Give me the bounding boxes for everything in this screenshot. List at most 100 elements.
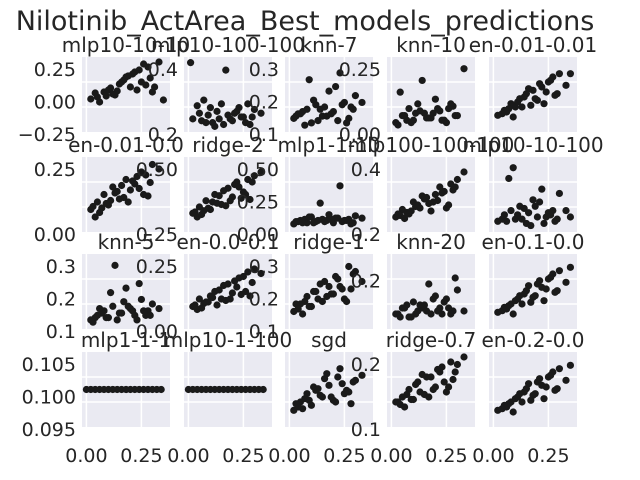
data-point	[562, 81, 570, 89]
figure-title: Nilotinib_ActArea_Best_models_prediction…	[16, 6, 595, 37]
data-point	[118, 309, 126, 317]
subplot-grid: 0.250.00−0.25mlp10-10-100.40.2mlp10-100-…	[18, 33, 604, 441]
data-point	[129, 177, 137, 185]
data-point	[235, 183, 243, 191]
data-point	[349, 378, 357, 386]
data-point	[155, 165, 163, 173]
data-point	[111, 261, 119, 269]
data-point	[460, 307, 468, 315]
subplot-title: mlp10-100-100	[151, 33, 305, 57]
data-point	[248, 113, 256, 121]
data-point	[135, 279, 143, 288]
data-point	[358, 214, 366, 222]
data-point	[135, 184, 143, 193]
y-tick-label: 0.25	[237, 192, 279, 214]
data-point	[514, 393, 522, 401]
data-point	[217, 100, 225, 108]
data-point	[447, 310, 455, 318]
data-point	[146, 311, 154, 319]
data-point	[146, 74, 154, 82]
data-point	[215, 192, 223, 200]
y-tick-label: 0.00	[136, 321, 178, 343]
subplot-4: 0.25 0.00 knn-10	[339, 33, 475, 146]
data-point	[93, 198, 101, 206]
data-point	[310, 96, 318, 104]
y-tick-label: 0.2	[46, 289, 76, 311]
data-point	[566, 70, 575, 78]
data-point	[509, 164, 517, 172]
data-point	[321, 218, 329, 226]
data-point	[111, 91, 119, 99]
data-point	[321, 103, 329, 111]
data-point	[407, 313, 415, 321]
data-point	[427, 207, 435, 215]
data-point	[451, 274, 459, 282]
data-point	[555, 267, 564, 275]
data-point	[259, 385, 267, 394]
data-point	[401, 304, 409, 312]
data-point	[250, 172, 258, 180]
data-point	[555, 189, 564, 198]
subplot-title: knn-20	[396, 230, 466, 254]
data-point	[445, 304, 453, 312]
data-point	[525, 209, 533, 217]
data-point	[124, 72, 132, 80]
data-point	[453, 286, 461, 294]
data-point	[299, 107, 307, 116]
data-point	[202, 197, 210, 205]
data-point	[226, 197, 234, 205]
data-point	[405, 104, 413, 113]
data-point	[540, 395, 548, 403]
y-tick-label: 0.25	[34, 159, 76, 181]
data-point	[220, 120, 228, 129]
data-point	[349, 219, 357, 227]
data-point	[120, 193, 128, 202]
subplot-5: en-0.01-0.01	[469, 33, 597, 132]
y-tick-label: 0.1	[249, 321, 279, 343]
data-point	[133, 316, 141, 324]
data-point	[305, 213, 313, 221]
data-point	[562, 206, 570, 215]
data-point	[332, 82, 340, 91]
data-point	[351, 92, 359, 100]
data-point	[231, 109, 239, 117]
y-tick-label: 0.00	[237, 224, 279, 246]
data-point	[257, 269, 265, 278]
data-point	[527, 298, 535, 306]
y-tick-label: 0.2	[351, 354, 381, 376]
data-point	[107, 84, 115, 92]
y-tick-label: −0.25	[18, 124, 76, 146]
data-point	[126, 186, 134, 194]
data-point	[226, 115, 234, 123]
data-point	[527, 396, 535, 404]
data-point	[91, 89, 99, 97]
data-point	[345, 262, 353, 271]
x-tick-label: 0.00	[167, 445, 209, 467]
data-point	[334, 117, 342, 125]
data-point	[301, 121, 309, 129]
data-point	[401, 214, 409, 223]
data-point	[451, 111, 459, 120]
subplot-title: mlp100-100-100	[348, 133, 515, 157]
data-point	[394, 310, 402, 318]
data-point	[198, 304, 206, 312]
data-point	[244, 268, 252, 276]
x-tick-label: 0.25	[323, 445, 365, 467]
y-tick-label: 0.25	[136, 256, 178, 278]
data-point	[547, 211, 555, 219]
y-tick-label: 0.50	[237, 159, 279, 181]
data-point	[407, 395, 415, 404]
data-point	[438, 363, 446, 371]
subplot-background	[285, 352, 373, 427]
data-point	[449, 375, 457, 384]
data-point	[555, 365, 564, 373]
subplot-title: mlp10-1-100	[164, 328, 293, 352]
data-point	[316, 199, 324, 207]
data-point	[394, 121, 402, 129]
data-point	[429, 198, 437, 206]
data-point	[553, 90, 561, 98]
data-point	[109, 302, 117, 310]
data-point	[414, 100, 422, 108]
data-point	[316, 391, 324, 399]
data-point	[547, 273, 555, 281]
